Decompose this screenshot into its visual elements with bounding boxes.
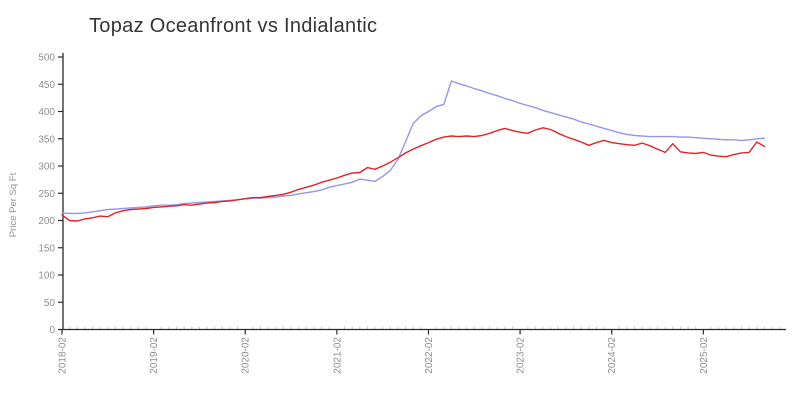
y-tick-label: 0 [49,325,55,336]
series-line-topaz-oceanfront [61,80,766,215]
y-axis-title: Price Per Sq Ft [8,172,19,237]
x-tick-label: 2025-02 [699,337,710,374]
y-tick-label: 450 [38,80,55,91]
y-tick-label: 400 [38,107,55,118]
x-tick-label: 2020-02 [241,337,252,374]
y-tick-label: 300 [38,162,55,173]
x-tick-label: 2021-02 [332,337,343,374]
y-tick-label: 500 [38,53,55,64]
y-tick-label: 250 [38,189,55,200]
y-tick-label: 150 [38,243,55,254]
y-tick-label: 350 [38,134,55,145]
x-tick-label: 2023-02 [516,337,527,374]
series-line-indialantic [61,127,766,222]
y-tick-label: 200 [38,216,55,227]
y-tick-label: 100 [38,271,55,282]
x-tick-label: 2019-02 [149,337,160,374]
y-tick-label: 50 [44,298,56,309]
x-tick-label: 2022-02 [424,337,435,374]
x-tick-label: 2024-02 [607,337,618,374]
x-tick-label: 2018-02 [58,337,69,374]
chart-title: Topaz Oceanfront vs Indialantic [89,15,378,37]
